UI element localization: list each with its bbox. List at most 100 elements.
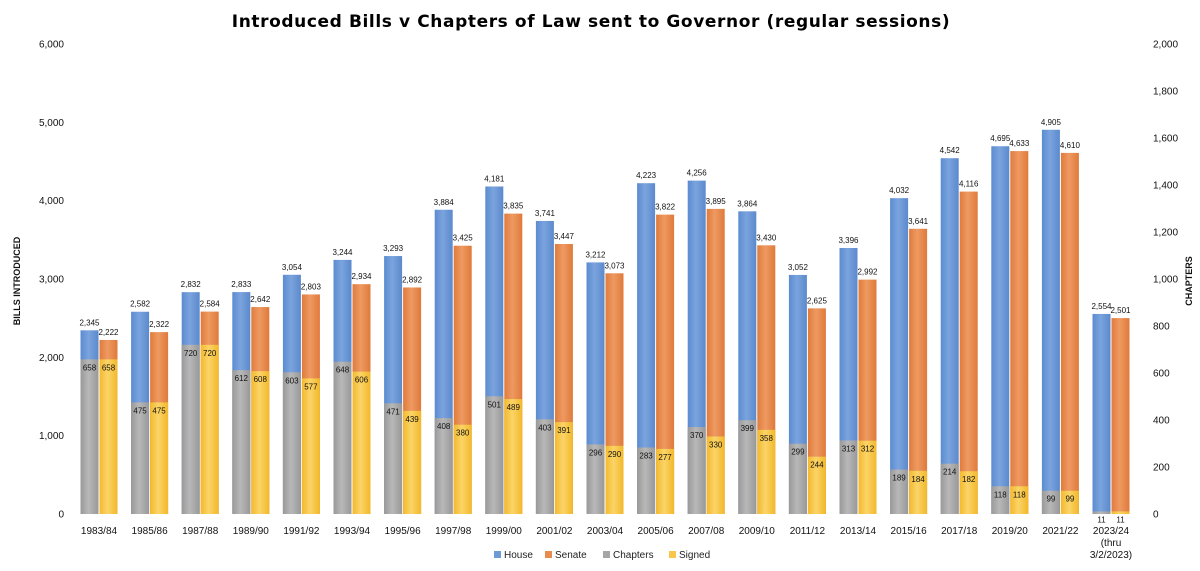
bar-chapters [1041, 490, 1060, 514]
data-label-chapters: 118 [994, 490, 1007, 499]
bar-chapters [991, 486, 1010, 514]
bar-signed [605, 445, 624, 514]
data-label-signed: 312 [861, 445, 875, 454]
data-label-senate: 3,822 [655, 203, 676, 212]
legend-label-chapters: Chapters [613, 550, 654, 561]
bar-house [991, 146, 1010, 514]
category-label: 2013/14 [840, 526, 877, 537]
bar-signed [301, 378, 320, 514]
data-label-chapters: 471 [386, 407, 400, 416]
data-label-house: 3,054 [282, 263, 303, 272]
category-label: 1983/84 [81, 526, 118, 537]
data-label-house: 4,695 [990, 134, 1011, 143]
data-label-senate: 3,447 [554, 232, 575, 241]
data-label-house: 3,864 [737, 199, 758, 208]
bar-chapters [687, 427, 706, 514]
data-label-chapters: 648 [336, 366, 350, 375]
category-label: 1995/96 [385, 526, 422, 537]
category-labels: 1983/84 1985/86 1987/88 1989/90 1991/92 1993/… [81, 526, 1132, 561]
data-label-signed: 380 [456, 429, 470, 438]
data-label-house: 4,905 [1041, 118, 1062, 127]
bar-house [637, 183, 656, 514]
right-axis-tick: 0 [1153, 510, 1159, 521]
data-label-house: 4,032 [889, 186, 910, 195]
data-label-house: 3,052 [788, 263, 809, 272]
category-label: 1991/92 [283, 526, 320, 537]
data-label-signed: 658 [102, 363, 116, 372]
data-label-chapters: 720 [184, 349, 198, 358]
data-label-signed: 182 [962, 475, 976, 484]
data-label-house: 3,884 [434, 198, 455, 207]
right-axis-tick: 400 [1153, 416, 1170, 427]
data-label-house: 2,582 [130, 300, 151, 309]
legend-label-signed: Signed [679, 550, 710, 561]
legend-swatch-signed [669, 551, 676, 558]
category-label: (thru [1101, 538, 1122, 549]
bar-senate [656, 214, 675, 515]
category-label: 2011/12 [790, 526, 826, 537]
data-label-chapters: 370 [690, 431, 704, 440]
left-axis-tick: 0 [58, 510, 64, 521]
right-axis: 0 200 400 600 800 1,000 1,200 1,400 1,600 1,800 2,… [1153, 40, 1178, 521]
bars [80, 129, 1130, 515]
data-label-senate: 4,116 [959, 180, 979, 189]
category-label: 2021/22 [1042, 526, 1079, 537]
right-axis-tick: 1,800 [1153, 87, 1178, 98]
data-label-chapters: 408 [437, 422, 451, 431]
data-label-house: 4,256 [687, 169, 708, 178]
right-axis-tick: 200 [1153, 463, 1170, 474]
data-label-senate: 2,934 [351, 272, 372, 281]
data-label-house: 3,396 [838, 236, 859, 245]
data-label-chapters: 313 [842, 444, 856, 453]
bar-chapters [839, 440, 858, 514]
bar-chapters [940, 463, 959, 514]
right-axis-tick: 800 [1153, 322, 1170, 333]
data-label-senate: 4,633 [1009, 139, 1030, 148]
data-label-senate: 3,425 [453, 234, 474, 243]
data-label-house: 2,832 [181, 280, 202, 289]
bar-senate [959, 191, 978, 514]
category-label: 2019/20 [992, 526, 1029, 537]
bar-chapters [131, 402, 150, 514]
data-label-senate: 2,222 [98, 328, 119, 337]
bar-signed [99, 359, 118, 514]
right-axis-tick: 1,200 [1153, 228, 1178, 239]
data-label-signed: 606 [355, 376, 369, 385]
category-label: 2009/10 [739, 526, 776, 537]
bar-signed [150, 402, 169, 514]
bar-chapters [890, 469, 909, 514]
right-axis-title: CHAPTERS [1184, 256, 1194, 306]
bar-signed [352, 371, 371, 514]
data-label-chapters: 603 [285, 376, 299, 385]
data-label-senate: 3,835 [503, 202, 524, 211]
data-label-senate: 4,610 [1060, 141, 1081, 150]
left-axis-tick: 4,000 [39, 196, 64, 207]
category-label: 2003/04 [587, 526, 624, 537]
data-label-senate: 2,625 [807, 296, 828, 305]
data-label-senate: 3,073 [604, 261, 625, 270]
data-label-chapters: 283 [639, 451, 653, 460]
category-label: 1993/94 [334, 526, 371, 537]
bar-signed [959, 471, 978, 514]
legend-swatch-house [494, 551, 501, 558]
bar-senate [1010, 151, 1029, 514]
data-label-chapters: 296 [589, 448, 603, 457]
bar-senate [909, 228, 928, 514]
data-label-house: 3,212 [585, 250, 606, 259]
category-label: 2023/24 [1093, 526, 1130, 537]
data-label-signed: 244 [810, 461, 824, 470]
data-label-senate: 2,584 [200, 300, 221, 309]
legend-swatch-chapters [603, 551, 610, 558]
data-label-senate: 3,895 [706, 197, 727, 206]
data-label-house: 4,181 [484, 174, 505, 183]
bar-signed [1010, 486, 1029, 514]
data-label-signed: 577 [304, 382, 318, 391]
data-label-chapters: 99 [1046, 495, 1055, 504]
right-axis-tick: 1,400 [1153, 181, 1178, 192]
data-label-chapters: 399 [741, 424, 755, 433]
bar-signed [403, 410, 422, 514]
legend-swatch-senate [545, 551, 552, 558]
bar-house [1092, 313, 1111, 514]
